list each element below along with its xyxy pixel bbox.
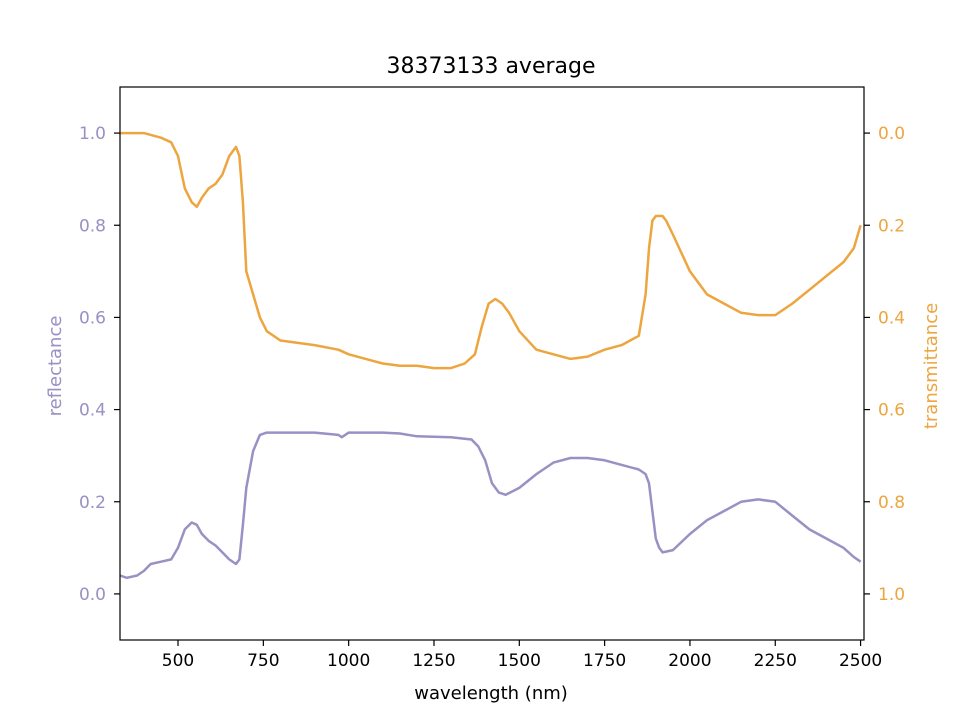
reflectance-series-line [119, 431, 862, 580]
right-tick-label: 0.0 [878, 124, 905, 144]
left-tick-label: 0.8 [79, 216, 106, 236]
left-axis-label: reflectance [45, 316, 66, 417]
right-tick-label: 0.4 [878, 308, 905, 328]
left-tick-label: 0.4 [79, 401, 106, 421]
right-tick-label: 1.0 [878, 585, 905, 605]
right-tick-label: 0.2 [878, 216, 905, 236]
plot-frame [119, 86, 865, 641]
x-tick-label: 2500 [839, 651, 882, 671]
right-tick-label: 0.8 [878, 493, 905, 513]
transmittance-series-line [120, 131, 862, 370]
right-tick-label: 0.6 [878, 401, 905, 421]
x-axis-ticks: 500 750 1000 1250 1500 1750 2000 2250 2500 [162, 640, 882, 671]
x-tick-label: 1500 [498, 651, 541, 671]
x-tick-label: 500 [162, 651, 194, 671]
left-tick-label: 0.0 [79, 585, 106, 605]
right-axis-ticks: 0.0 0.2 0.4 0.6 0.8 1.0 [864, 124, 905, 605]
x-tick-label: 2000 [668, 651, 711, 671]
x-tick-label: 2250 [754, 651, 797, 671]
series-layer [119, 131, 862, 580]
left-tick-label: 0.6 [79, 308, 106, 328]
x-tick-label: 1750 [583, 651, 626, 671]
x-tick-label: 1000 [327, 651, 370, 671]
left-axis-ticks: 0.0 0.2 0.4 0.6 0.8 1.0 [79, 124, 120, 605]
x-tick-label: 750 [247, 651, 279, 671]
x-tick-label: 1250 [412, 651, 455, 671]
right-axis-label: transmittance [921, 303, 942, 429]
left-tick-label: 1.0 [79, 124, 106, 144]
left-tick-label: 0.2 [79, 493, 106, 513]
x-axis-label: wavelength (nm) [414, 683, 568, 704]
chart-title: 38373133 average [386, 54, 595, 79]
